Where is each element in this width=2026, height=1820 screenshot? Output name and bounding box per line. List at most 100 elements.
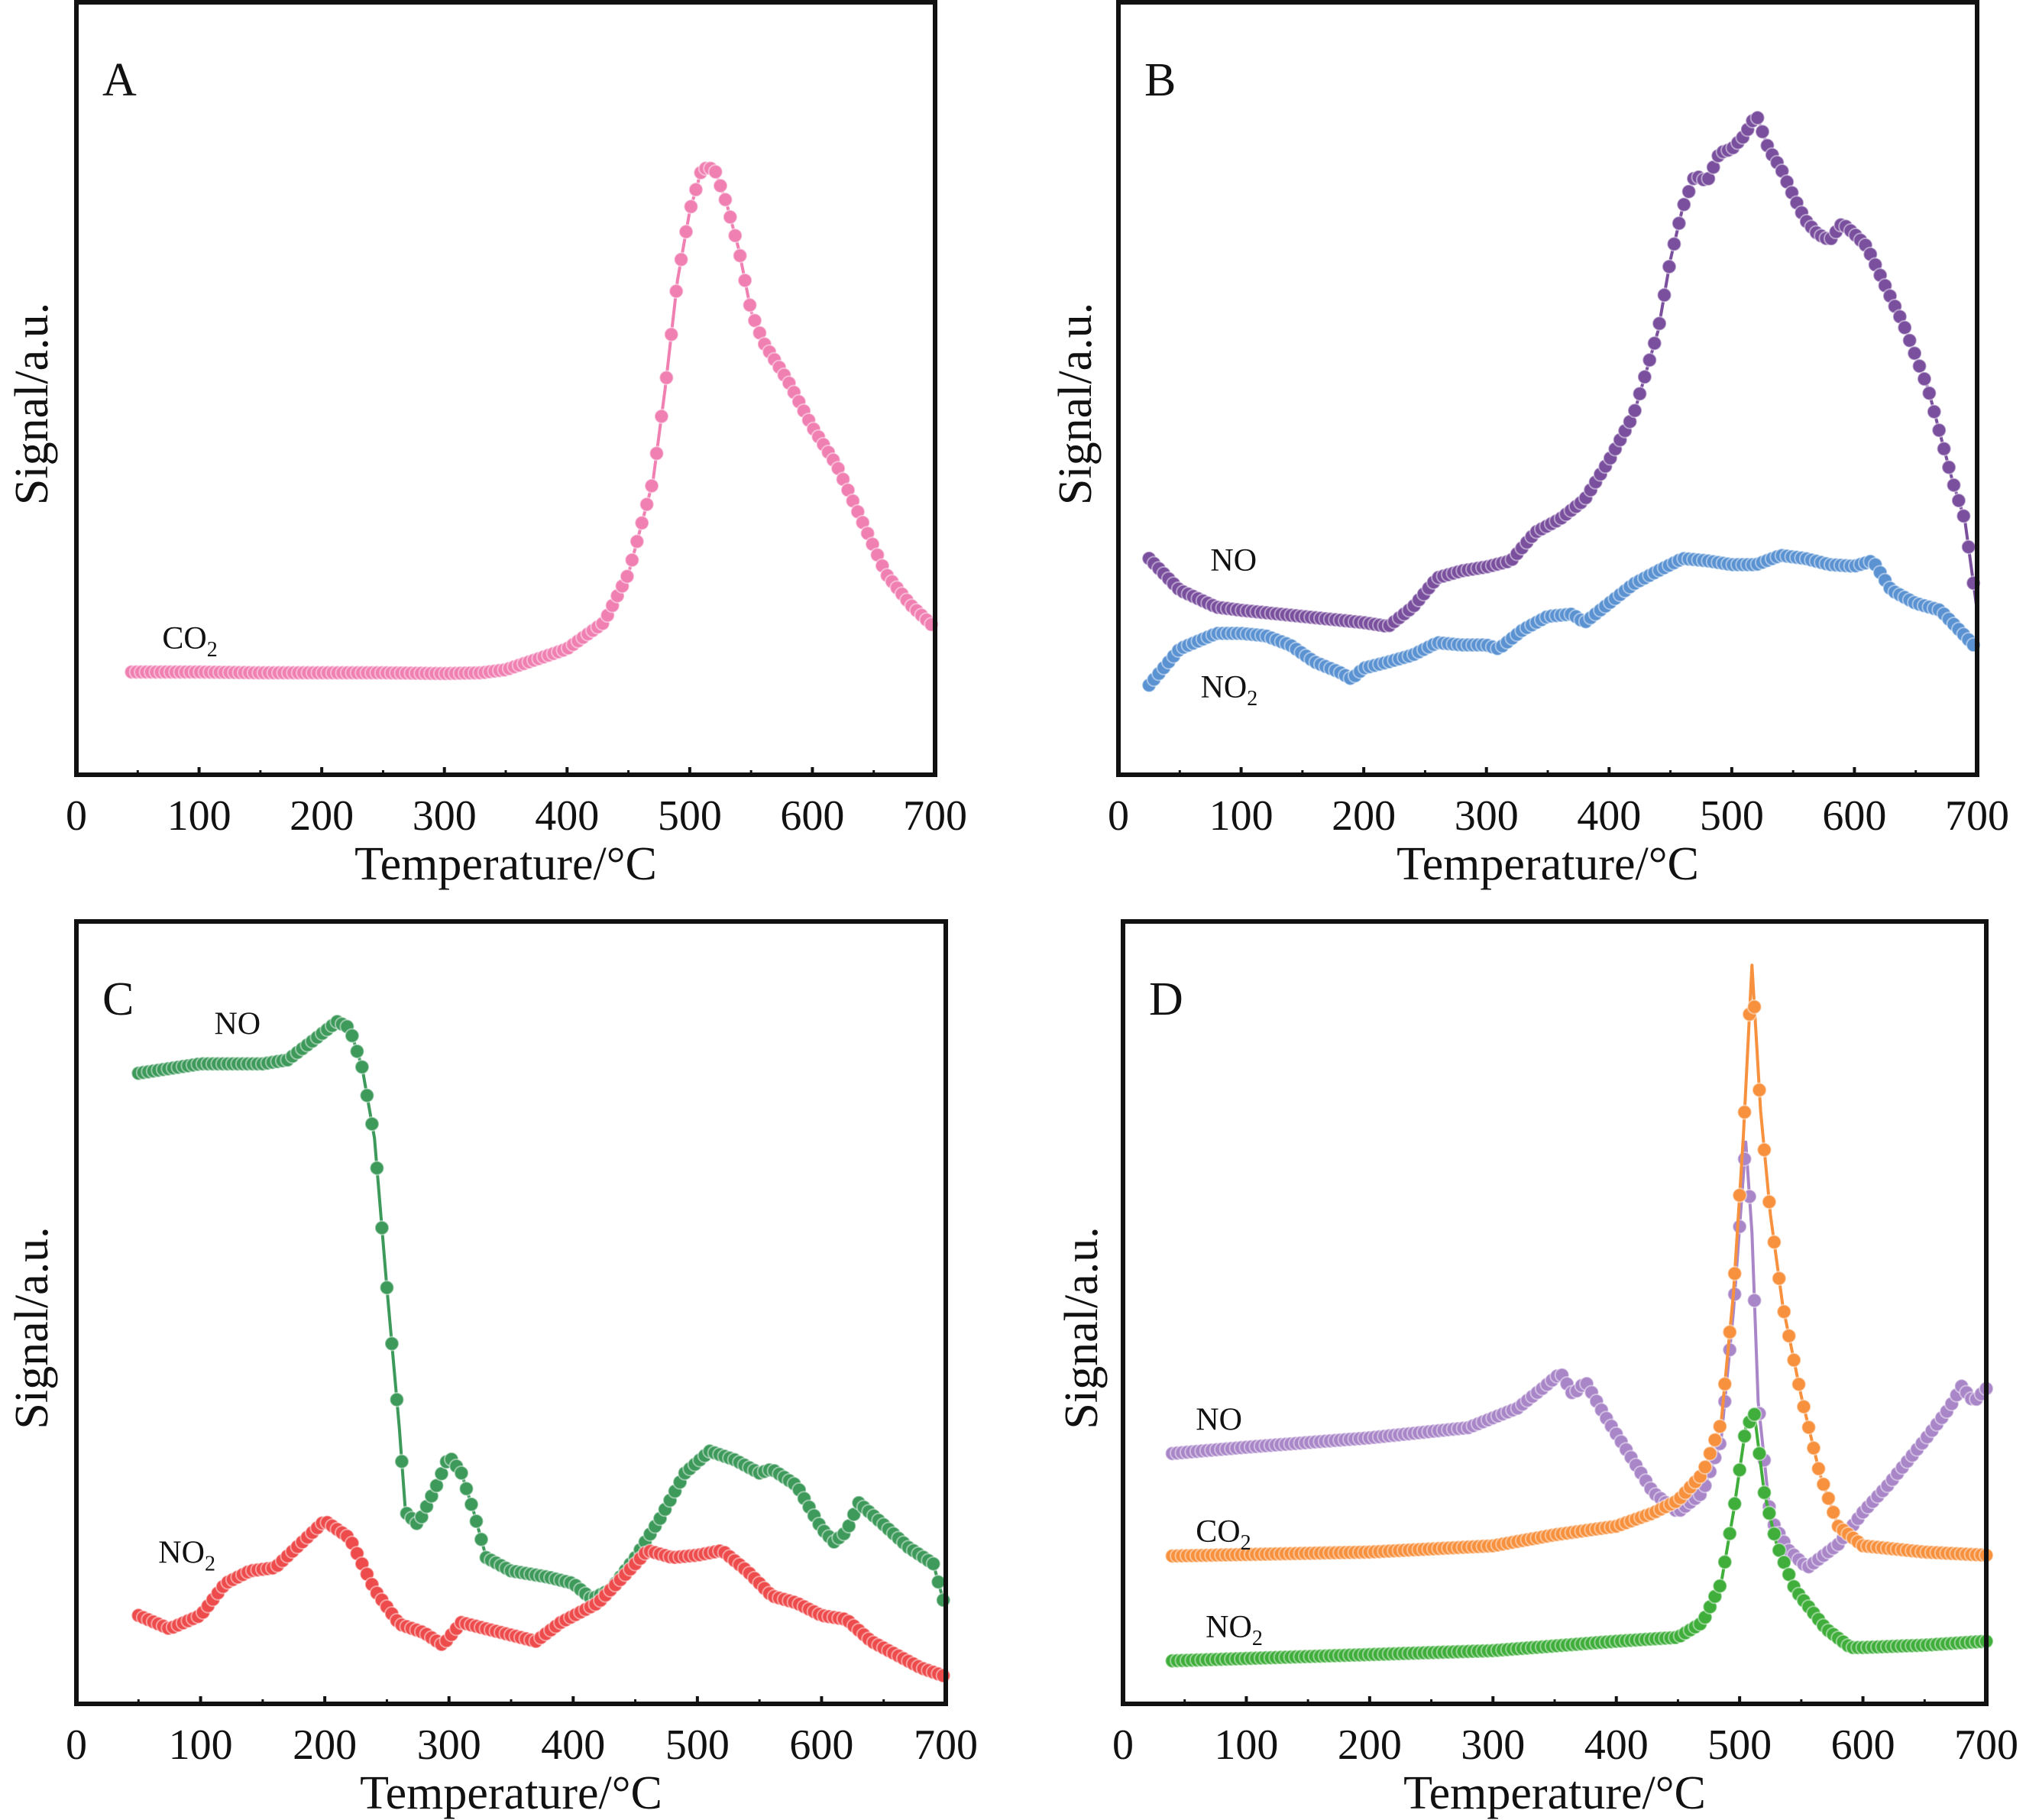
data-point-marker (1781, 1328, 1797, 1344)
series-label: CO2 (162, 621, 217, 662)
data-point-marker (1732, 1462, 1748, 1478)
series-no (1164, 1140, 1994, 1575)
x-tick-label: 0 (66, 792, 87, 840)
data-point-marker (1717, 1376, 1733, 1392)
series-co2 (1164, 963, 1994, 1564)
data-point-marker (389, 1391, 405, 1407)
panel-letter: A (102, 54, 137, 106)
data-point-marker (1627, 403, 1643, 419)
data-point-marker (393, 1453, 409, 1469)
data-point-marker (668, 283, 685, 300)
data-point-marker (364, 1116, 380, 1132)
data-point-marker (1960, 539, 1976, 555)
x-tick-label: 100 (1214, 1721, 1278, 1769)
data-point-marker (717, 192, 733, 208)
data-point-marker (1749, 110, 1765, 126)
data-point-marker (1897, 319, 1913, 335)
data-point-marker (732, 248, 748, 264)
data-point-marker (473, 1531, 489, 1547)
series-no2 (1141, 548, 1982, 693)
data-point-marker (1771, 1271, 1787, 1287)
data-point-marker (925, 1556, 941, 1572)
data-point-marker (349, 1043, 365, 1059)
data-point-marker (1901, 332, 1918, 348)
data-point-marker (1632, 386, 1648, 402)
x-tick-label: 700 (1954, 1721, 2018, 1769)
data-point-marker (379, 1280, 395, 1296)
series-label: NO2 (1206, 1610, 1263, 1650)
data-point-marker (722, 209, 738, 225)
data-point-marker (1707, 1432, 1723, 1448)
data-point-marker (1950, 493, 1966, 509)
data-point-marker (1956, 508, 1972, 524)
x-tick-label: 0 (1112, 1721, 1134, 1769)
series-label-main: NO (214, 1006, 261, 1041)
data-point-marker (1776, 1303, 1792, 1320)
data-point-marker (1732, 1187, 1748, 1203)
data-point-marker (653, 408, 669, 424)
data-point-marker (344, 1028, 360, 1044)
data-point-marker (1796, 1399, 1812, 1415)
data-point-marker (458, 1481, 474, 1497)
series-label-main: NO (1201, 670, 1248, 705)
data-point-marker (663, 326, 679, 342)
panel-a: CO2 0 100 200 300 400 500 600 700 Temperature/°C S… (6, 0, 967, 890)
data-point-marker (1751, 1082, 1767, 1098)
series-label-main: NO (1210, 543, 1257, 578)
data-point-marker (1931, 423, 1947, 439)
data-point-marker (1776, 1554, 1792, 1570)
data-point-marker (935, 1668, 951, 1684)
data-point-marker (429, 1478, 445, 1494)
data-point-marker (1761, 1193, 1777, 1210)
x-tick-label: 300 (1461, 1721, 1525, 1769)
x-tick-label: 700 (914, 1721, 978, 1769)
data-point-marker (1636, 369, 1652, 385)
data-point-marker (1806, 1440, 1821, 1456)
series-label: NO (1196, 1403, 1242, 1438)
panel-letter: D (1149, 973, 1183, 1025)
x-tick-label: 500 (658, 792, 722, 840)
data-point-marker (1746, 999, 1762, 1015)
axes-frame (1121, 919, 1989, 1706)
data-point-marker (746, 313, 762, 329)
data-point-marker (1820, 1490, 1837, 1506)
data-point-marker (1736, 1428, 1753, 1444)
data-point-marker (1911, 358, 1927, 374)
series-no (1141, 110, 1982, 634)
data-point-marker (1722, 1324, 1738, 1340)
series-label-subscript: 2 (205, 1553, 215, 1576)
x-axis-title: Temperature/°C (360, 1767, 662, 1819)
x-axis-title: Temperature/°C (354, 838, 657, 890)
data-point-marker (683, 199, 699, 215)
series-line (138, 1519, 947, 1679)
data-point-marker (1921, 385, 1937, 401)
x-axis-title: Temperature/°C (1397, 838, 1699, 890)
data-point-marker (1727, 1496, 1743, 1512)
data-point-marker (1766, 1526, 1782, 1542)
data-point-marker (468, 1513, 484, 1529)
x-tick-label: 400 (535, 792, 599, 840)
series-no2 (131, 1514, 951, 1684)
data-point-marker (707, 164, 723, 180)
data-point-marker (1751, 1446, 1767, 1462)
axes-frame (74, 0, 937, 777)
data-point-marker (1791, 1376, 1807, 1392)
series-line (1172, 963, 1987, 1558)
data-point-marker (1702, 1446, 1718, 1462)
data-point-marker (1642, 352, 1658, 368)
data-point-marker (1712, 1578, 1728, 1594)
y-axis-title: Signal/a.u. (6, 303, 58, 505)
data-point-marker (1671, 215, 1687, 232)
data-point-marker (1736, 1151, 1753, 1167)
data-point-marker (359, 1087, 375, 1103)
data-point-marker (1756, 1485, 1772, 1501)
data-point-marker (1676, 196, 1692, 212)
axes-frame (1116, 0, 1979, 777)
x-tick-label: 200 (1332, 792, 1396, 840)
data-point-marker (453, 1465, 469, 1481)
x-tick-label: 300 (417, 1721, 481, 1769)
data-point-marker (1815, 1476, 1831, 1492)
